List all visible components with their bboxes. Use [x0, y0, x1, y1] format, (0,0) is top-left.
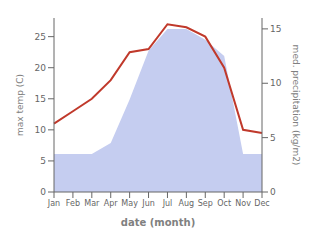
- svg-text:25: 25: [35, 32, 46, 42]
- svg-text:Dec: Dec: [254, 199, 269, 208]
- svg-text:Mar: Mar: [84, 199, 100, 208]
- svg-text:Oct: Oct: [217, 199, 231, 208]
- svg-text:5: 5: [40, 156, 46, 166]
- svg-text:Sep: Sep: [198, 199, 213, 208]
- svg-text:5: 5: [270, 133, 276, 143]
- svg-text:Jun: Jun: [141, 199, 155, 208]
- svg-text:date (month): date (month): [121, 217, 195, 228]
- svg-text:max temp (C): max temp (C): [15, 74, 25, 136]
- svg-text:0: 0: [270, 187, 276, 197]
- svg-text:Feb: Feb: [66, 199, 80, 208]
- svg-text:Jan: Jan: [47, 199, 60, 208]
- svg-text:10: 10: [35, 125, 47, 135]
- svg-text:Nov: Nov: [235, 199, 251, 208]
- svg-text:Aug: Aug: [179, 199, 195, 208]
- svg-text:med. precipitation (kg/m2): med. precipitation (kg/m2): [291, 45, 301, 166]
- svg-text:May: May: [121, 199, 138, 208]
- svg-text:Apr: Apr: [104, 199, 119, 208]
- svg-text:15: 15: [35, 94, 46, 104]
- svg-text:20: 20: [35, 63, 47, 73]
- svg-text:Jul: Jul: [162, 199, 173, 208]
- svg-text:10: 10: [270, 78, 282, 88]
- svg-text:15: 15: [270, 24, 281, 34]
- svg-text:0: 0: [40, 187, 46, 197]
